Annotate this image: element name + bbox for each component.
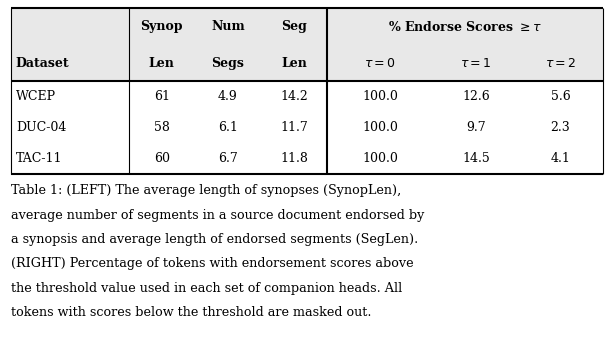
Bar xyxy=(11,45,603,81)
Text: % Endorse Scores $\geq\tau$: % Endorse Scores $\geq\tau$ xyxy=(388,20,542,34)
Text: Synop: Synop xyxy=(141,20,183,33)
Text: 12.6: 12.6 xyxy=(462,90,490,103)
Text: Segs: Segs xyxy=(212,56,244,70)
Text: 4.1: 4.1 xyxy=(551,152,570,165)
Text: 6.7: 6.7 xyxy=(218,152,238,165)
Text: Len: Len xyxy=(281,56,307,70)
Text: 100.0: 100.0 xyxy=(362,121,398,134)
Text: $\tau = 2$: $\tau = 2$ xyxy=(545,56,577,70)
Text: the threshold value used in each set of companion heads. All: the threshold value used in each set of … xyxy=(11,282,402,294)
Text: 5.6: 5.6 xyxy=(551,90,570,103)
Text: (RIGHT) Percentage of tokens with endorsement scores above: (RIGHT) Percentage of tokens with endors… xyxy=(11,257,414,270)
Text: 58: 58 xyxy=(154,121,170,134)
Bar xyxy=(11,81,603,112)
Text: Seg: Seg xyxy=(281,20,307,33)
Text: a synopsis and average length of endorsed segments (SegLen).: a synopsis and average length of endorse… xyxy=(11,233,418,246)
Text: 14.5: 14.5 xyxy=(462,152,490,165)
Text: $\tau = 1$: $\tau = 1$ xyxy=(460,56,492,70)
Text: 2.3: 2.3 xyxy=(551,121,570,134)
Text: $\tau = 0$: $\tau = 0$ xyxy=(364,56,397,70)
Text: 9.7: 9.7 xyxy=(466,121,486,134)
Text: 11.8: 11.8 xyxy=(280,152,308,165)
Text: average number of segments in a source document endorsed by: average number of segments in a source d… xyxy=(11,209,424,221)
Text: 100.0: 100.0 xyxy=(362,152,398,165)
Text: tokens with scores below the threshold are masked out.: tokens with scores below the threshold a… xyxy=(11,306,371,319)
Text: DUC-04: DUC-04 xyxy=(16,121,66,134)
Bar xyxy=(11,143,603,174)
Text: 6.1: 6.1 xyxy=(218,121,238,134)
Text: Num: Num xyxy=(211,20,245,33)
Text: 100.0: 100.0 xyxy=(362,90,398,103)
Text: 61: 61 xyxy=(154,90,170,103)
Text: Len: Len xyxy=(149,56,174,70)
Text: 4.9: 4.9 xyxy=(218,90,238,103)
Text: 14.2: 14.2 xyxy=(280,90,308,103)
Text: WCEP: WCEP xyxy=(16,90,56,103)
Text: 60: 60 xyxy=(154,152,170,165)
Text: Dataset: Dataset xyxy=(16,56,70,70)
Bar xyxy=(11,8,603,45)
Text: 11.7: 11.7 xyxy=(280,121,308,134)
Text: TAC-11: TAC-11 xyxy=(16,152,62,165)
Text: Table 1: (LEFT) The average length of synopses (SynopLen),: Table 1: (LEFT) The average length of sy… xyxy=(11,184,401,197)
Bar xyxy=(11,112,603,143)
